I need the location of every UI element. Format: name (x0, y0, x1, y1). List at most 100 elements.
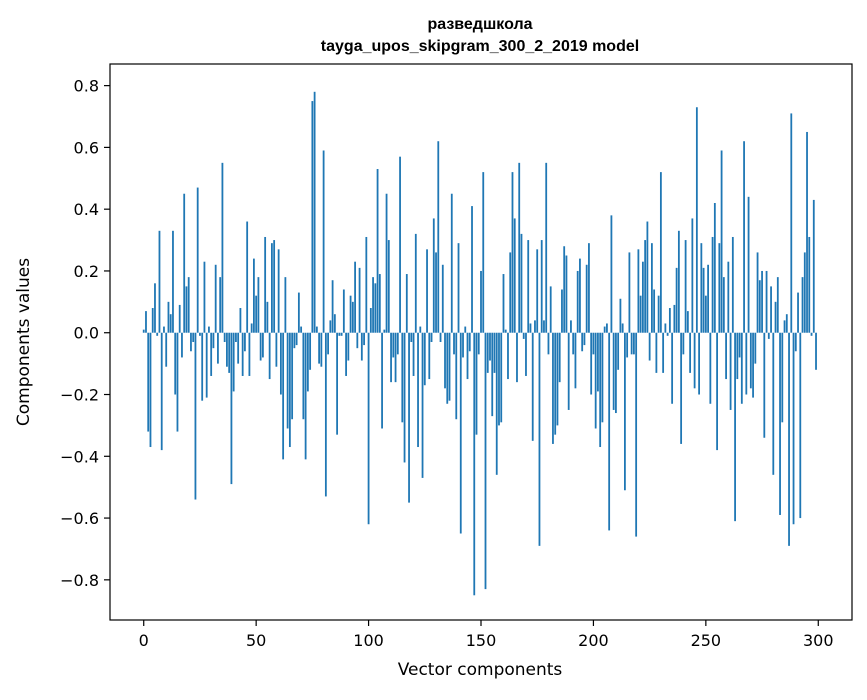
bar-component-238 (677, 230, 680, 333)
bar-component-57 (270, 243, 273, 333)
bar-component-263 (734, 332, 736, 522)
bar-component-279 (770, 286, 772, 333)
bar-component-244 (691, 218, 694, 333)
bar-component-209 (612, 332, 615, 410)
bar-component-254 (713, 203, 716, 333)
bar-component-96 (358, 267, 361, 333)
bar-component-52 (259, 332, 262, 361)
bar-component-115 (401, 332, 404, 423)
bar-component-213 (621, 323, 624, 333)
bar-component-60 (277, 249, 280, 333)
bar-component-118 (408, 332, 410, 503)
y-axis-label: Components values (14, 258, 34, 426)
bar-component-272 (754, 332, 757, 364)
bar-component-285 (783, 320, 786, 333)
bar-component-110 (390, 332, 392, 383)
bar-component-35 (221, 162, 224, 333)
bar-component-231 (662, 332, 665, 373)
bar-component-33 (217, 332, 219, 364)
bar-component-23 (194, 332, 197, 500)
bar-component-7 (158, 230, 161, 333)
bar-component-116 (403, 332, 406, 463)
bar-component-153 (486, 332, 489, 373)
bar-component-292 (799, 332, 802, 519)
bar-component-157 (495, 332, 498, 475)
bar-component-34 (219, 277, 222, 333)
bar-component-78 (318, 332, 321, 364)
bar-component-50 (255, 295, 258, 333)
bar-component-89 (342, 289, 345, 333)
x-tick-label: 0 (139, 631, 149, 650)
x-tick-label: 300 (803, 631, 834, 650)
bar-component-170 (525, 332, 527, 376)
bar-component-63 (284, 277, 287, 333)
bar-component-38 (228, 332, 231, 373)
bar-component-276 (763, 332, 766, 438)
bar-component-246 (695, 107, 698, 333)
bar-component-185 (558, 332, 561, 383)
bar-component-156 (493, 332, 496, 373)
bar-component-84 (331, 280, 334, 333)
bar-component-87 (338, 332, 341, 336)
x-tick-label: 200 (578, 631, 609, 650)
bar-component-128 (430, 332, 433, 342)
bar-component-2 (147, 332, 150, 432)
bar-component-61 (279, 332, 282, 395)
bar-component-179 (545, 162, 548, 333)
bar-component-102 (372, 277, 374, 333)
bar-component-243 (689, 332, 692, 373)
bar-component-130 (435, 252, 437, 333)
bar-component-249 (702, 267, 705, 333)
bar-component-137 (450, 193, 453, 333)
bar-component-53 (262, 332, 264, 358)
bar-component-205 (603, 326, 606, 333)
bar-component-15 (176, 332, 179, 432)
bar-component-248 (700, 243, 703, 333)
bar-component-277 (765, 270, 768, 333)
bar-component-296 (808, 236, 811, 333)
bar-component-64 (286, 332, 289, 429)
bar-component-32 (214, 264, 217, 333)
bar-component-261 (729, 332, 732, 410)
bar-component-190 (570, 320, 572, 333)
bar-component-207 (608, 332, 611, 531)
bar-component-24 (196, 187, 199, 333)
bar-component-252 (709, 332, 712, 404)
bar-component-182 (552, 332, 554, 444)
bar-component-245 (693, 332, 696, 389)
bar-component-257 (720, 150, 723, 333)
bar-component-267 (743, 141, 745, 333)
bar-component-168 (520, 233, 523, 333)
bar-series (142, 91, 817, 596)
bar-component-150 (480, 270, 482, 333)
bar-component-223 (644, 240, 647, 333)
bar-component-113 (396, 332, 399, 355)
bar-component-228 (655, 332, 658, 373)
bar-component-49 (253, 258, 255, 333)
x-tick-label: 150 (466, 631, 497, 650)
bar-component-299 (815, 332, 817, 370)
bar-component-265 (738, 332, 741, 358)
y-axis-ticks: −0.8 −0.6 −0.4 −0.2 0.0 0.2 0.4 0.6 0.8 (60, 77, 110, 590)
bar-component-149 (477, 332, 480, 355)
bar-component-70 (300, 326, 303, 333)
bar-component-189 (567, 332, 570, 410)
bar-component-286 (785, 314, 788, 333)
bar-component-9 (163, 326, 165, 333)
bar-component-77 (315, 326, 318, 333)
bar-component-100 (367, 332, 370, 525)
bar-component-288 (790, 113, 793, 333)
bar-component-273 (756, 252, 759, 333)
bar-component-188 (565, 255, 568, 333)
bar-component-17 (181, 332, 183, 358)
bar-component-142 (462, 332, 464, 358)
bar-component-162 (507, 332, 509, 380)
bar-component-230 (659, 172, 662, 333)
bar-component-82 (327, 332, 329, 355)
bar-component-236 (673, 304, 676, 333)
bar-component-271 (752, 332, 754, 398)
bar-component-92 (349, 295, 352, 333)
bar-component-262 (731, 236, 734, 333)
bar-component-295 (806, 131, 808, 333)
